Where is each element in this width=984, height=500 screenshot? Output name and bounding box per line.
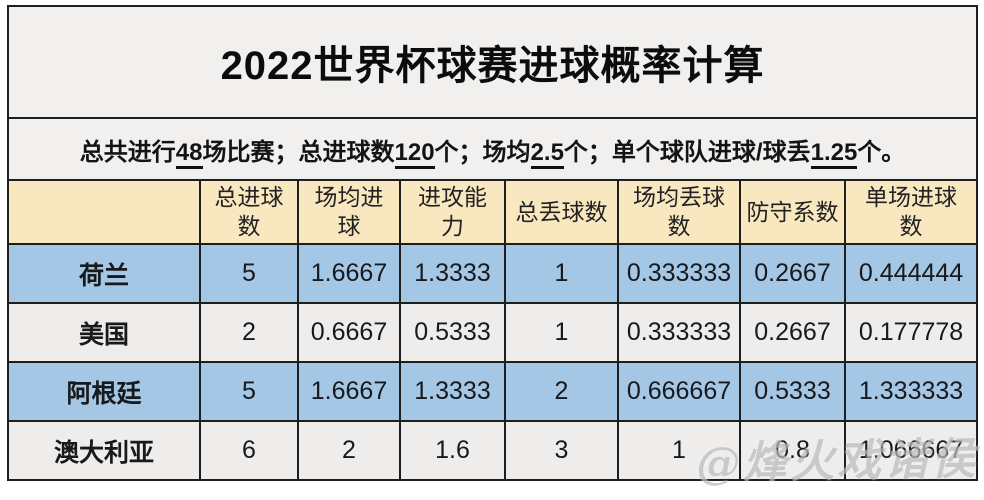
cell: 1.6 xyxy=(399,420,506,481)
stat-total-matches: 48 xyxy=(175,138,203,169)
summary-text: 场比赛；总进球数 xyxy=(202,138,395,166)
cell: 1 xyxy=(504,302,619,363)
cell: 0.5333 xyxy=(739,361,846,422)
summary-text: 总共进行 xyxy=(79,138,176,166)
stat-goals-per-match: 2.5 xyxy=(530,138,564,169)
cell: 5 xyxy=(199,361,299,422)
cell: 1.3333 xyxy=(399,243,506,304)
spreadsheet: 2022世界杯球赛进球概率计算 总共进行48场比赛；总进球数120个；场均2.5… xyxy=(6,5,979,489)
col-header-total-conceded: 总丢球数 xyxy=(504,179,619,245)
cell: 0.8 xyxy=(739,420,846,481)
col-header-single-match-goals: 单场进球 数 xyxy=(843,179,979,245)
table-row-argentina: 阿根廷 5 1.6667 1.3333 2 0.666667 0.5333 1.… xyxy=(7,361,979,422)
cell: 3 xyxy=(504,420,619,481)
summary-row: 总共进行48场比赛；总进球数120个；场均2.5个；单个球队进球/球丢1.25个… xyxy=(6,117,979,181)
cell: 1.333333 xyxy=(843,361,979,422)
col-header-defense-coefficient: 防守系数 xyxy=(739,179,846,245)
col-header-attack-ability: 进攻能 力 xyxy=(399,179,506,245)
cell: 0.2667 xyxy=(739,243,846,304)
col-header-goals-per-match: 场均进 球 xyxy=(297,179,401,245)
team-name-cell: 荷兰 xyxy=(7,243,201,304)
team-name-cell: 澳大利亚 xyxy=(7,420,201,481)
cell: 1.066667 xyxy=(843,420,979,481)
team-name-cell: 美国 xyxy=(7,302,201,363)
cell: 2 xyxy=(504,361,619,422)
summary-text: 个；单个球队进球/球丢 xyxy=(563,138,811,166)
header-row: 总进球 数 场均进 球 进攻能 力 总丢球数 场均丢球 数 防守系数 单场进球 … xyxy=(7,179,979,245)
cell: 1.6667 xyxy=(297,361,401,422)
summary-line: 总共进行48场比赛；总进球数120个；场均2.5个；单个球队进球/球丢1.25个… xyxy=(6,117,979,181)
cell: 1 xyxy=(617,420,741,481)
table-row-netherlands: 荷兰 5 1.6667 1.3333 1 0.333333 0.2667 0.4… xyxy=(7,243,979,304)
cell: 1.6667 xyxy=(297,243,401,304)
cell: 0.2667 xyxy=(739,302,846,363)
stat-per-team: 1.25 xyxy=(810,138,858,169)
cell: 0.5333 xyxy=(399,302,506,363)
summary-text: 个；场均 xyxy=(434,138,531,166)
col-header-blank xyxy=(7,179,201,245)
cell: 0.666667 xyxy=(617,361,741,422)
col-header-total-goals: 总进球 数 xyxy=(199,179,299,245)
cell: 1 xyxy=(504,243,619,304)
table-row-usa: 美国 2 0.6667 0.5333 1 0.333333 0.2667 0.1… xyxy=(7,302,979,363)
cell: 0.177778 xyxy=(843,302,979,363)
cell: 0.333333 xyxy=(617,302,741,363)
title-row: 2022世界杯球赛进球概率计算 xyxy=(6,5,979,119)
page-title: 2022世界杯球赛进球概率计算 xyxy=(220,44,765,88)
col-header-conceded-per-match: 场均丢球 数 xyxy=(617,179,741,245)
cell: 0.333333 xyxy=(617,243,741,304)
cell: 1.3333 xyxy=(399,361,506,422)
cell: 2 xyxy=(297,420,401,481)
goal-probability-table: 2022世界杯球赛进球概率计算 总共进行48场比赛；总进球数120个；场均2.5… xyxy=(6,5,979,481)
cell: 5 xyxy=(199,243,299,304)
team-name-cell: 阿根廷 xyxy=(7,361,201,422)
title-cell: 2022世界杯球赛进球概率计算 xyxy=(6,5,979,119)
cell: 2 xyxy=(199,302,299,363)
stat-total-goals: 120 xyxy=(394,138,435,169)
cell: 0.6667 xyxy=(297,302,401,363)
cell: 6 xyxy=(199,420,299,481)
table-row-australia: 澳大利亚 6 2 1.6 3 1 0.8 1.066667 xyxy=(7,420,979,481)
cell: 0.444444 xyxy=(843,243,979,304)
summary-text: 个。 xyxy=(857,138,906,166)
